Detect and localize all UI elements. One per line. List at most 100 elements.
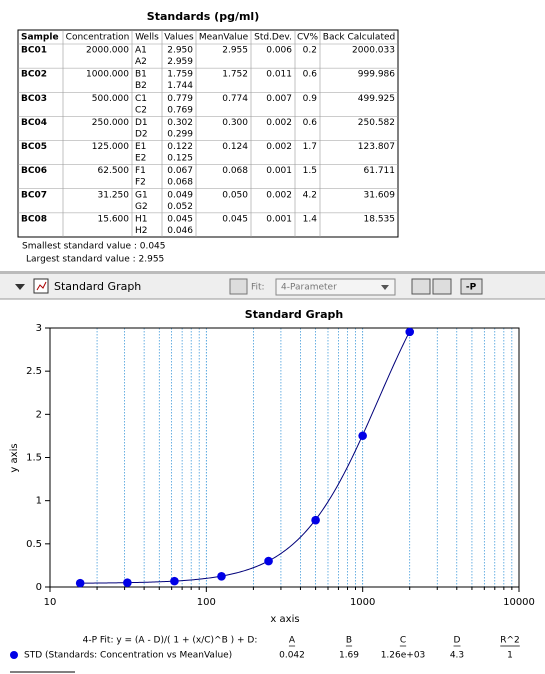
cell: 61.711 [364, 166, 396, 176]
cell: 0.050 [222, 190, 248, 200]
y-tick-label: 0 [36, 582, 42, 593]
table-title: Standards (pg/ml) [147, 10, 259, 23]
y-axis-label: y axis [9, 443, 20, 472]
cell: 0.302 [167, 118, 193, 128]
sample-id: BC04 [21, 118, 47, 128]
data-point [217, 571, 226, 581]
fit-curve [80, 331, 411, 584]
sample-id: BC02 [21, 70, 47, 80]
cell: 15.600 [98, 214, 130, 224]
cell: 0.300 [222, 118, 248, 128]
cell: 4.2 [303, 190, 317, 200]
x-tick-label: 1000 [350, 597, 375, 608]
plot-frame [49, 327, 520, 588]
sample-id: BC03 [21, 94, 47, 104]
cell: 0.011 [266, 70, 292, 80]
sample-id: BC06 [21, 166, 47, 176]
cell: 1.759 [167, 70, 193, 80]
cell: B2 [135, 81, 147, 91]
cell: 0.125 [167, 154, 193, 164]
cell: B1 [135, 70, 147, 80]
cell: 499.925 [358, 94, 395, 104]
cell: F1 [135, 166, 146, 176]
list-button[interactable] [432, 278, 452, 295]
cell: 2.959 [167, 57, 193, 67]
fit-dropdown[interactable] [275, 278, 396, 296]
summary-line: Largest standard value : 2.955 [26, 255, 164, 265]
column-header: MeanValue [199, 33, 249, 43]
cell: 31.609 [364, 190, 396, 200]
cell: A2 [135, 57, 147, 67]
fit-param-value: 1.26e+03 [381, 651, 426, 661]
cell: 0.068 [222, 166, 248, 176]
graph-icon-line [36, 281, 47, 291]
cell: 1000.000 [86, 70, 129, 80]
cell: 2000.000 [86, 46, 129, 56]
cell: H2 [135, 226, 148, 236]
cell: F2 [135, 178, 146, 188]
column-header: CV% [297, 33, 318, 43]
cell: 0.769 [167, 105, 193, 115]
legend-marker [10, 651, 18, 659]
y-tick-label: 2 [36, 409, 42, 420]
fit-button[interactable] [229, 278, 248, 295]
cell: 0.122 [167, 142, 193, 152]
y-tick-label: 1.5 [26, 453, 42, 464]
fit-param-name: R^2 [500, 636, 520, 646]
cell: 0.779 [167, 94, 193, 104]
cell: 0.067 [167, 166, 193, 176]
table-frame [17, 29, 399, 238]
cell: 1.744 [167, 81, 193, 91]
cell: C1 [135, 94, 147, 104]
cell: 1.752 [222, 70, 248, 80]
legend-label: STD (Standards: Concentration vs MeanVal… [24, 651, 232, 661]
cell: 2.955 [222, 46, 248, 56]
cell: 0.774 [222, 94, 248, 104]
param-button[interactable] [460, 278, 483, 295]
cell: 0.299 [167, 129, 193, 139]
sample-id: BC05 [21, 142, 47, 152]
fit-param-value: 0.042 [279, 651, 305, 661]
divider [0, 271, 545, 274]
cell: G1 [135, 190, 148, 200]
cell: 18.535 [364, 214, 396, 224]
cell: D1 [135, 118, 148, 128]
collapse-toggle[interactable] [15, 284, 25, 290]
grid-button[interactable] [411, 278, 431, 295]
toolbar [0, 274, 545, 299]
cell: E1 [135, 142, 146, 152]
cell: 0.001 [266, 166, 292, 176]
cell: 0.006 [266, 46, 292, 56]
cell: A1 [135, 46, 147, 56]
cell: 0.052 [167, 202, 193, 212]
cell: 31.250 [98, 190, 130, 200]
cell: 0.007 [266, 94, 292, 104]
fit-param-name: A [289, 636, 296, 646]
cell: 999.986 [358, 70, 395, 80]
toolbar-title: Standard Graph [54, 280, 141, 293]
cell: 0.049 [167, 190, 193, 200]
cell: 0.002 [266, 142, 292, 152]
data-point [170, 576, 179, 586]
param-button-label: -P [466, 283, 477, 293]
cell: 1.5 [303, 166, 317, 176]
cell: 0.2 [303, 46, 317, 56]
fit-param-name: C [400, 636, 406, 646]
chart-title: Standard Graph [245, 308, 343, 321]
cell: D2 [135, 129, 148, 139]
cell: E2 [135, 154, 146, 164]
dropdown-arrow [381, 285, 389, 290]
data-point [358, 431, 367, 441]
fit-label: Fit: [251, 283, 265, 293]
cell: 1.7 [303, 142, 317, 152]
x-axis-label: x axis [270, 614, 299, 625]
x-tick-label: 10 [44, 597, 57, 608]
cell: G2 [135, 202, 148, 212]
y-tick-label: 3 [36, 323, 42, 334]
x-tick-label: 100 [197, 597, 216, 608]
cell: 2000.033 [352, 46, 395, 56]
cell: 0.001 [266, 214, 292, 224]
data-point [311, 515, 320, 525]
cell: C2 [135, 105, 147, 115]
cell: 1.4 [303, 214, 318, 224]
